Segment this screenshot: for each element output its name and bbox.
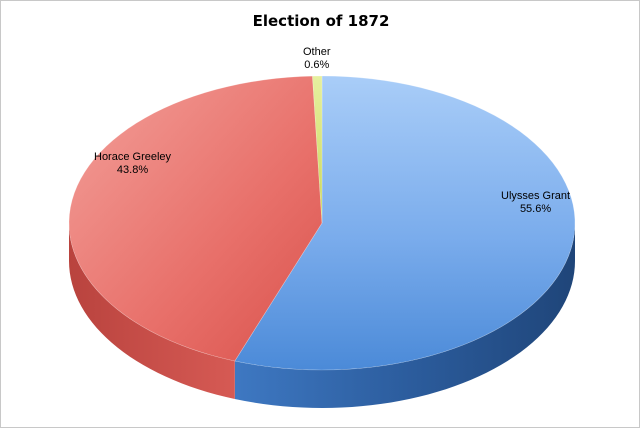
slice-side-horace-greeley: [69, 223, 235, 399]
slice-label-other: Other 0.6%: [303, 46, 331, 72]
chart-title: Election of 1872: [252, 12, 390, 30]
slice-name: Other: [303, 46, 331, 58]
slice-label-horace-greeley: Horace Greeley 43.8%: [94, 151, 171, 177]
slice-side-ulysses-grant: [234, 223, 575, 408]
slice-name: Horace Greeley: [94, 151, 172, 163]
slice-percent: 43.8%: [116, 164, 149, 176]
slice-horace-greeley: [68, 75, 323, 362]
slice-percent: 55.6%: [519, 203, 552, 215]
slice-ulysses-grant: [234, 75, 576, 371]
slice-other: [312, 75, 323, 224]
slice-percent: 0.6%: [304, 59, 330, 71]
slice-name: Ulysses Grant: [501, 190, 571, 202]
slice-label-ulysses-grant: Ulysses Grant 55.6%: [501, 190, 570, 216]
